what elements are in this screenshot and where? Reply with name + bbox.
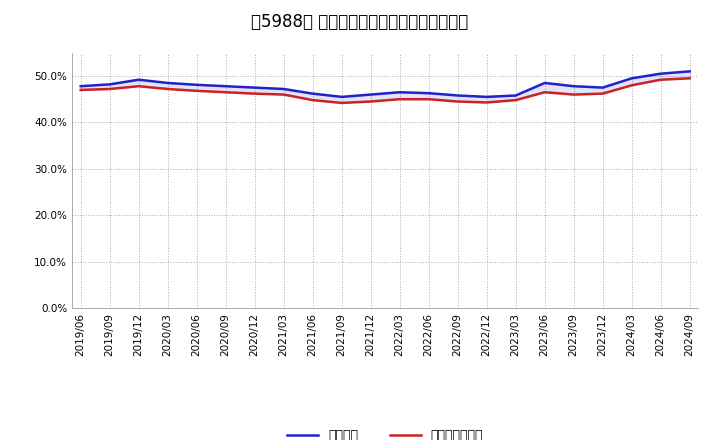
固定長期適合率 — [76, 87, 85, 92]
固定長期適合率 — [685, 76, 694, 81]
固定比率 — [424, 91, 433, 96]
Text: ［5988］ 固定比率、固定長期適合率の推移: ［5988］ 固定比率、固定長期適合率の推移 — [251, 13, 469, 31]
固定比率 — [482, 94, 491, 99]
固定長期適合率 — [105, 86, 114, 92]
固定長期適合率 — [251, 91, 259, 96]
Legend: 固定比率, 固定長期適合率: 固定比率, 固定長期適合率 — [287, 429, 483, 440]
固定長期適合率 — [135, 84, 143, 89]
固定比率 — [221, 84, 230, 89]
固定比率 — [541, 81, 549, 86]
固定比率 — [454, 93, 462, 98]
固定比率 — [76, 84, 85, 89]
固定長期適合率 — [395, 96, 404, 102]
固定長期適合率 — [192, 88, 201, 93]
固定長期適合率 — [541, 90, 549, 95]
固定比率 — [135, 77, 143, 82]
固定比率 — [570, 84, 578, 89]
Line: 固定比率: 固定比率 — [81, 71, 690, 97]
固定長期適合率 — [338, 100, 346, 106]
固定長期適合率 — [424, 96, 433, 102]
固定長期適合率 — [598, 91, 607, 96]
Line: 固定長期適合率: 固定長期適合率 — [81, 78, 690, 103]
固定比率 — [657, 71, 665, 76]
固定比率 — [685, 69, 694, 74]
固定比率 — [627, 76, 636, 81]
固定比率 — [163, 81, 172, 86]
固定比率 — [395, 90, 404, 95]
固定長期適合率 — [279, 92, 288, 97]
固定比率 — [308, 91, 317, 96]
固定比率 — [192, 82, 201, 88]
固定長期適合率 — [308, 98, 317, 103]
固定長期適合率 — [454, 99, 462, 104]
固定長期適合率 — [221, 90, 230, 95]
固定長期適合率 — [570, 92, 578, 97]
固定長期適合率 — [511, 98, 520, 103]
固定比率 — [279, 86, 288, 92]
固定長期適合率 — [627, 83, 636, 88]
固定比率 — [598, 85, 607, 90]
固定比率 — [105, 82, 114, 87]
固定長期適合率 — [657, 77, 665, 82]
固定比率 — [338, 94, 346, 99]
固定比率 — [366, 92, 375, 97]
固定長期適合率 — [482, 100, 491, 105]
固定比率 — [251, 85, 259, 90]
固定長期適合率 — [366, 99, 375, 104]
固定長期適合率 — [163, 86, 172, 92]
固定比率 — [511, 93, 520, 98]
